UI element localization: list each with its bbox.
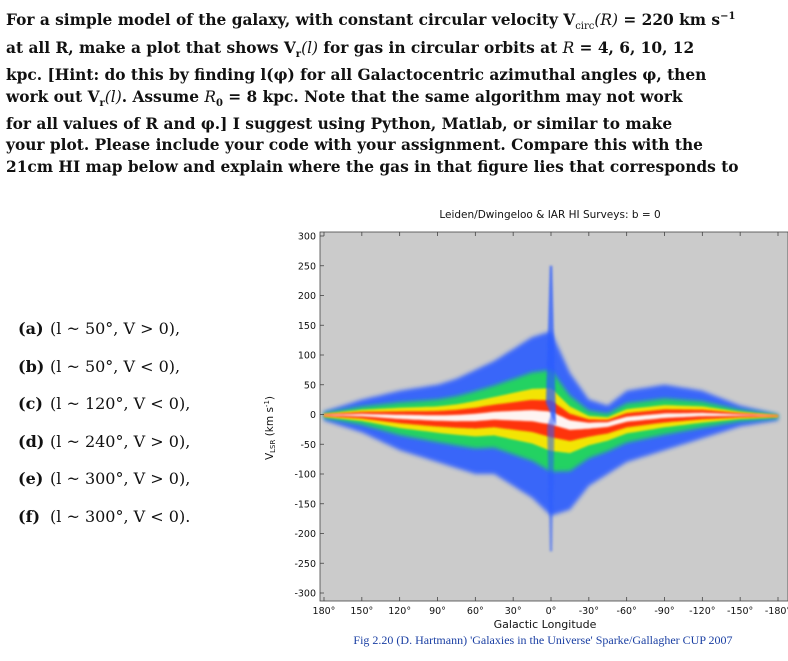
hi-emission-spike	[545, 265, 557, 427]
problem-text: For a simple model of the galaxy, with c…	[6, 11, 739, 176]
item-expr: (l ~ 240°, V > 0),	[50, 431, 191, 451]
y-tick-label: 150	[298, 321, 316, 332]
x-tick-label: -60°	[617, 606, 637, 617]
y-tick-label: 0	[310, 410, 316, 421]
plot-frame	[319, 231, 788, 602]
problem-line-1: For a simple model of the galaxy, with c…	[6, 11, 576, 30]
hi-survey-figure: Leiden/Dwingeloo & IAR HI Surveys: b = 0…	[258, 200, 788, 661]
item-expr: (l ~ 300°, V > 0),	[50, 469, 191, 488]
figure-title: Leiden/Dwingeloo & IAR HI Surveys: b = 0	[439, 209, 660, 221]
y-tick-label: 100	[298, 351, 316, 362]
list-item: (a) (l ~ 50°, V > 0),	[18, 318, 190, 356]
item-expr: (l ~ 50°, V < 0),	[50, 356, 181, 376]
problem-line-6: your plot. Please include your code with…	[6, 136, 703, 155]
list-item: (f) (l ~ 300°, V < 0).	[18, 506, 190, 544]
x-tick-label: 150°	[350, 606, 373, 617]
y-tick-label: 300	[298, 232, 316, 243]
x-tick-label: 30°	[505, 606, 522, 617]
y-tick-label: -100	[294, 470, 316, 481]
y-tick-label: 50	[304, 380, 316, 391]
item-marker: (c)	[18, 394, 43, 413]
hi-map-chart: Leiden/Dwingeloo & IAR HI Surveys: b = 0…	[263, 209, 788, 647]
problem-line-7: 21cm HI map below and explain where the …	[6, 157, 739, 176]
x-tick-label: 0°	[546, 606, 557, 617]
x-tick-label: -90°	[654, 606, 674, 617]
y-tick-label: 200	[298, 291, 316, 302]
x-tick-label: -180°	[765, 606, 788, 617]
list-item: (b) (l ~ 50°, V < 0),	[18, 356, 190, 394]
x-tick-label: 180°	[313, 606, 336, 617]
x-tick-label: -30°	[579, 606, 599, 617]
x-tick-label: 120°	[388, 606, 411, 617]
item-marker: (a)	[18, 319, 44, 338]
y-axis-label: VLSR (km s-1)	[263, 396, 277, 460]
x-axis-label: Galactic Longitude	[494, 618, 597, 631]
list-item: (c) (l ~ 120°, V < 0),	[18, 393, 190, 431]
item-marker: (e)	[18, 469, 44, 488]
list-item: (d) (l ~ 240°, V > 0),	[18, 431, 190, 469]
hi-emission-spike-low	[547, 402, 555, 552]
x-tick-label: -120°	[689, 606, 715, 617]
item-marker: (f)	[18, 506, 41, 526]
x-tick-label: 90°	[429, 606, 446, 617]
figure-caption: Fig 2.20 (D. Hartmann) 'Galaxies in the …	[353, 633, 732, 647]
item-expr: (l ~ 300°, V < 0).	[50, 506, 191, 526]
list-item: (e) (l ~ 300°, V > 0),	[18, 468, 190, 506]
y-tick-label: -300	[294, 589, 316, 600]
item-marker: (b)	[18, 356, 45, 376]
item-marker: (d)	[18, 431, 45, 451]
problem-line-2: at all R, make a plot that shows V	[6, 38, 296, 57]
y-tick-label: 250	[298, 261, 316, 272]
x-tick-label: 60°	[467, 606, 484, 617]
item-expr: (l ~ 120°, V < 0),	[50, 394, 191, 413]
x-tick-label: -150°	[727, 606, 753, 617]
item-expr: (l ~ 50°, V > 0),	[50, 319, 181, 338]
problem-line-5: for all values of R and φ.] I suggest us…	[6, 114, 673, 133]
question-list: (a) (l ~ 50°, V > 0), (b) (l ~ 50°, V < 0)…	[18, 318, 190, 543]
y-tick-label: -200	[294, 529, 316, 540]
y-tick-label: -50	[300, 440, 316, 451]
problem-line-3: kpc. [Hint: do this by finding l(φ) for …	[6, 66, 707, 85]
y-tick-label: -250	[294, 559, 316, 570]
y-tick-label: -150	[294, 499, 316, 510]
problem-line-4: work out V	[6, 87, 100, 106]
